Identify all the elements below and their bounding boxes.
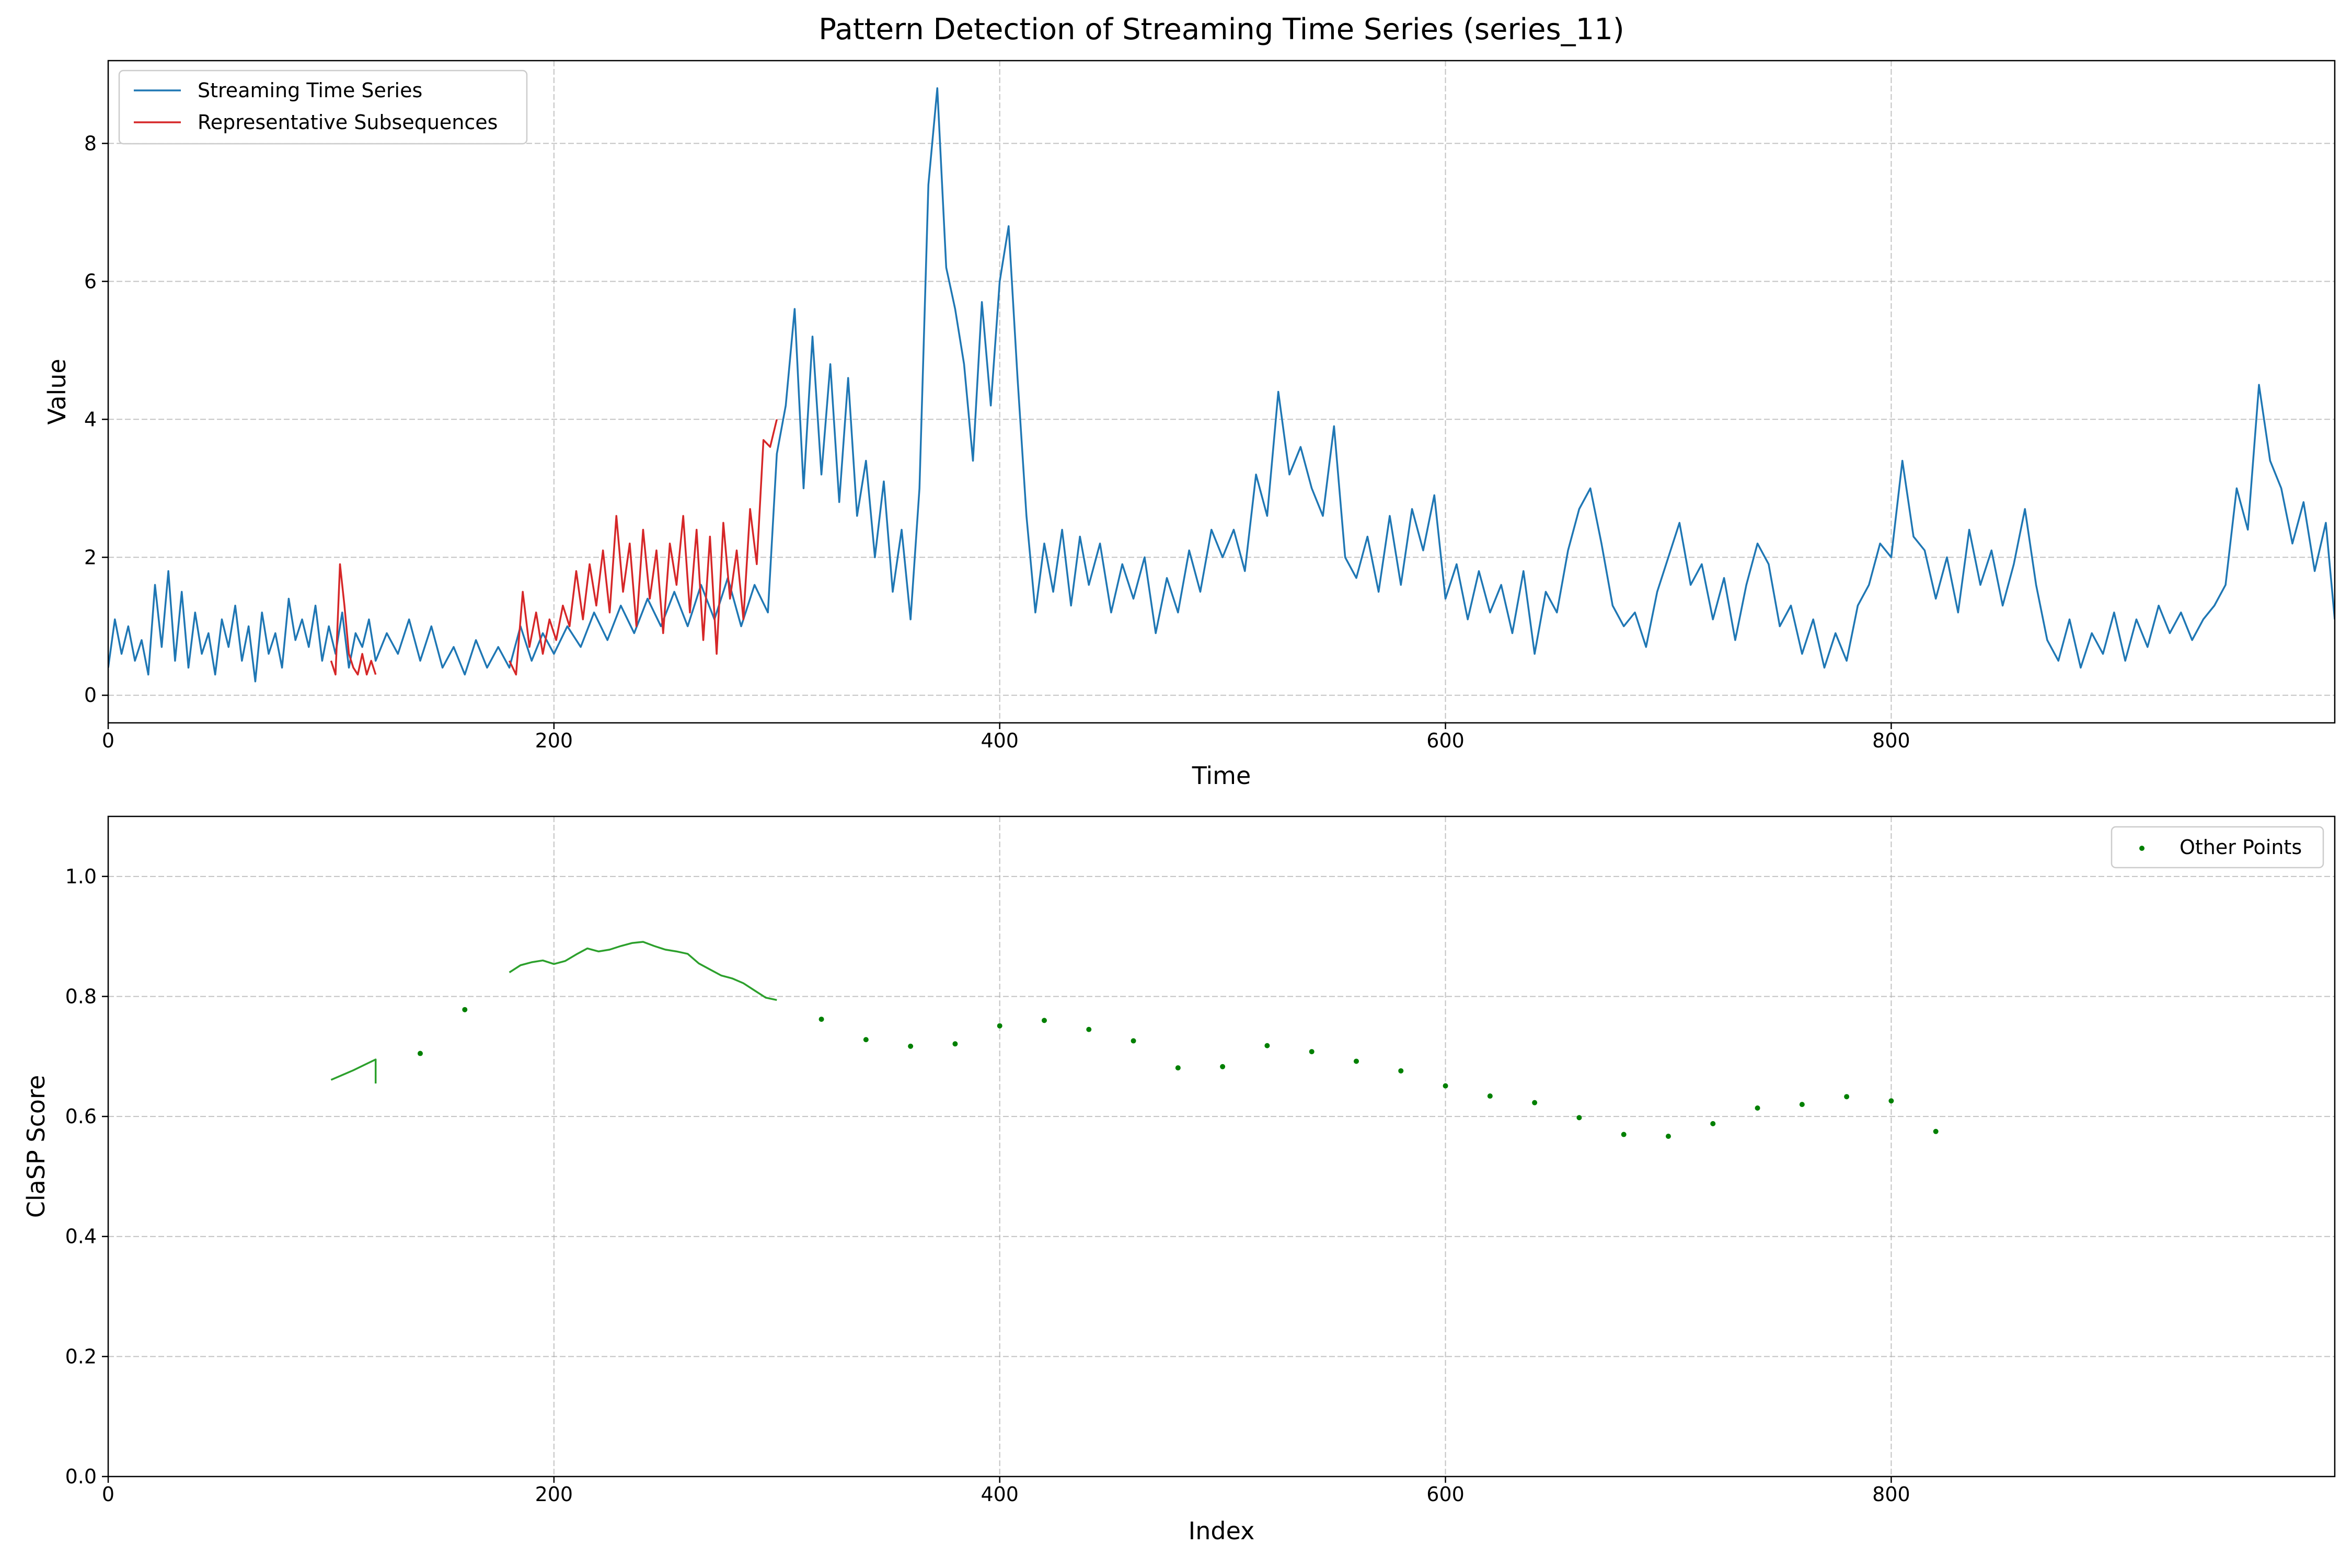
score-point	[908, 1043, 914, 1049]
score-point	[1353, 1058, 1359, 1064]
axes-frame	[107, 815, 2336, 1478]
chart-title: Pattern Detection of Streaming Time Seri…	[818, 13, 1624, 47]
score-point	[1799, 1102, 1805, 1108]
y-tick-label: 8	[84, 132, 97, 155]
y-tick-label: 6	[84, 270, 97, 293]
score-point	[1576, 1115, 1582, 1121]
representative-subsequence-line	[330, 563, 377, 676]
score-point	[952, 1041, 958, 1047]
y-tick-label: 0.8	[65, 985, 97, 1008]
score-point	[1398, 1068, 1404, 1074]
x-tick-label: 400	[981, 1483, 1019, 1506]
score-point	[1443, 1083, 1448, 1089]
y-tick-label: 0.0	[65, 1465, 97, 1488]
x-tick-label: 600	[1426, 1483, 1465, 1506]
x-tick-label: 400	[981, 729, 1019, 752]
score-point	[1933, 1128, 1939, 1134]
score-point	[1665, 1133, 1671, 1139]
legend-label: Representative Subsequences	[198, 111, 498, 134]
x-axis-label: Index	[1189, 1517, 1255, 1545]
legend-box	[118, 70, 528, 145]
x-tick-label: 800	[1872, 729, 1910, 752]
y-tick-label: 0	[84, 684, 97, 707]
score-point	[1621, 1132, 1627, 1137]
score-point	[417, 1051, 423, 1056]
score-point	[1888, 1098, 1894, 1104]
score-point	[1710, 1121, 1716, 1126]
streaming-series-line	[108, 87, 2335, 683]
x-tick-label: 600	[1426, 729, 1465, 752]
x-tick-label: 0	[102, 1483, 114, 1506]
x-tick-label: 0	[102, 729, 114, 752]
score-point	[1131, 1038, 1136, 1044]
legend-label: Streaming Time Series	[198, 79, 422, 102]
score-point	[818, 1017, 824, 1022]
score-point	[1487, 1093, 1493, 1099]
legend-box	[2111, 826, 2324, 869]
score-point	[1844, 1094, 1850, 1100]
score-point	[997, 1023, 1002, 1029]
score-point	[1086, 1027, 1092, 1032]
x-tick-label: 200	[535, 729, 573, 752]
y-axis-label: Value	[43, 359, 71, 424]
x-tick-label: 800	[1872, 1483, 1910, 1506]
score-point	[1175, 1065, 1181, 1071]
score-point	[1309, 1049, 1315, 1055]
y-tick-label: 0.2	[65, 1345, 97, 1368]
plot-data	[330, 941, 1939, 1139]
legend-label: Other Points	[2180, 836, 2302, 859]
y-tick-label: 4	[84, 408, 97, 431]
score-point	[1220, 1064, 1226, 1069]
score-point	[1532, 1100, 1538, 1105]
score-point	[1041, 1018, 1047, 1023]
bottom-panel: 0 200 400 600 800 0.0 0.2 0.4 0.6 0.8 1.0 Index ClaS…	[22, 815, 2336, 1545]
y-tick-label: 1.0	[65, 865, 97, 888]
y-tick-label: 2	[84, 546, 97, 569]
y-tick-label: 0.4	[65, 1225, 97, 1248]
top-panel: 0 200 400 600 800 0 2 4 6 8 Pattern Detection of S…	[43, 13, 2336, 790]
score-point	[462, 1007, 468, 1012]
x-axis-label: Time	[1192, 762, 1251, 790]
axes-frame	[107, 60, 2336, 724]
score-point	[1264, 1043, 1270, 1048]
plot-data	[108, 87, 2335, 683]
y-axis-label: ClaSP Score	[22, 1075, 50, 1218]
score-line-segment	[509, 941, 777, 1001]
legend-swatch	[2139, 846, 2145, 851]
score-line-segment	[330, 1058, 377, 1083]
representative-subsequence-line	[508, 419, 778, 676]
score-point	[863, 1037, 869, 1043]
y-tick-label: 0.6	[65, 1105, 97, 1128]
x-tick-label: 200	[535, 1483, 573, 1506]
score-point	[1755, 1105, 1760, 1111]
